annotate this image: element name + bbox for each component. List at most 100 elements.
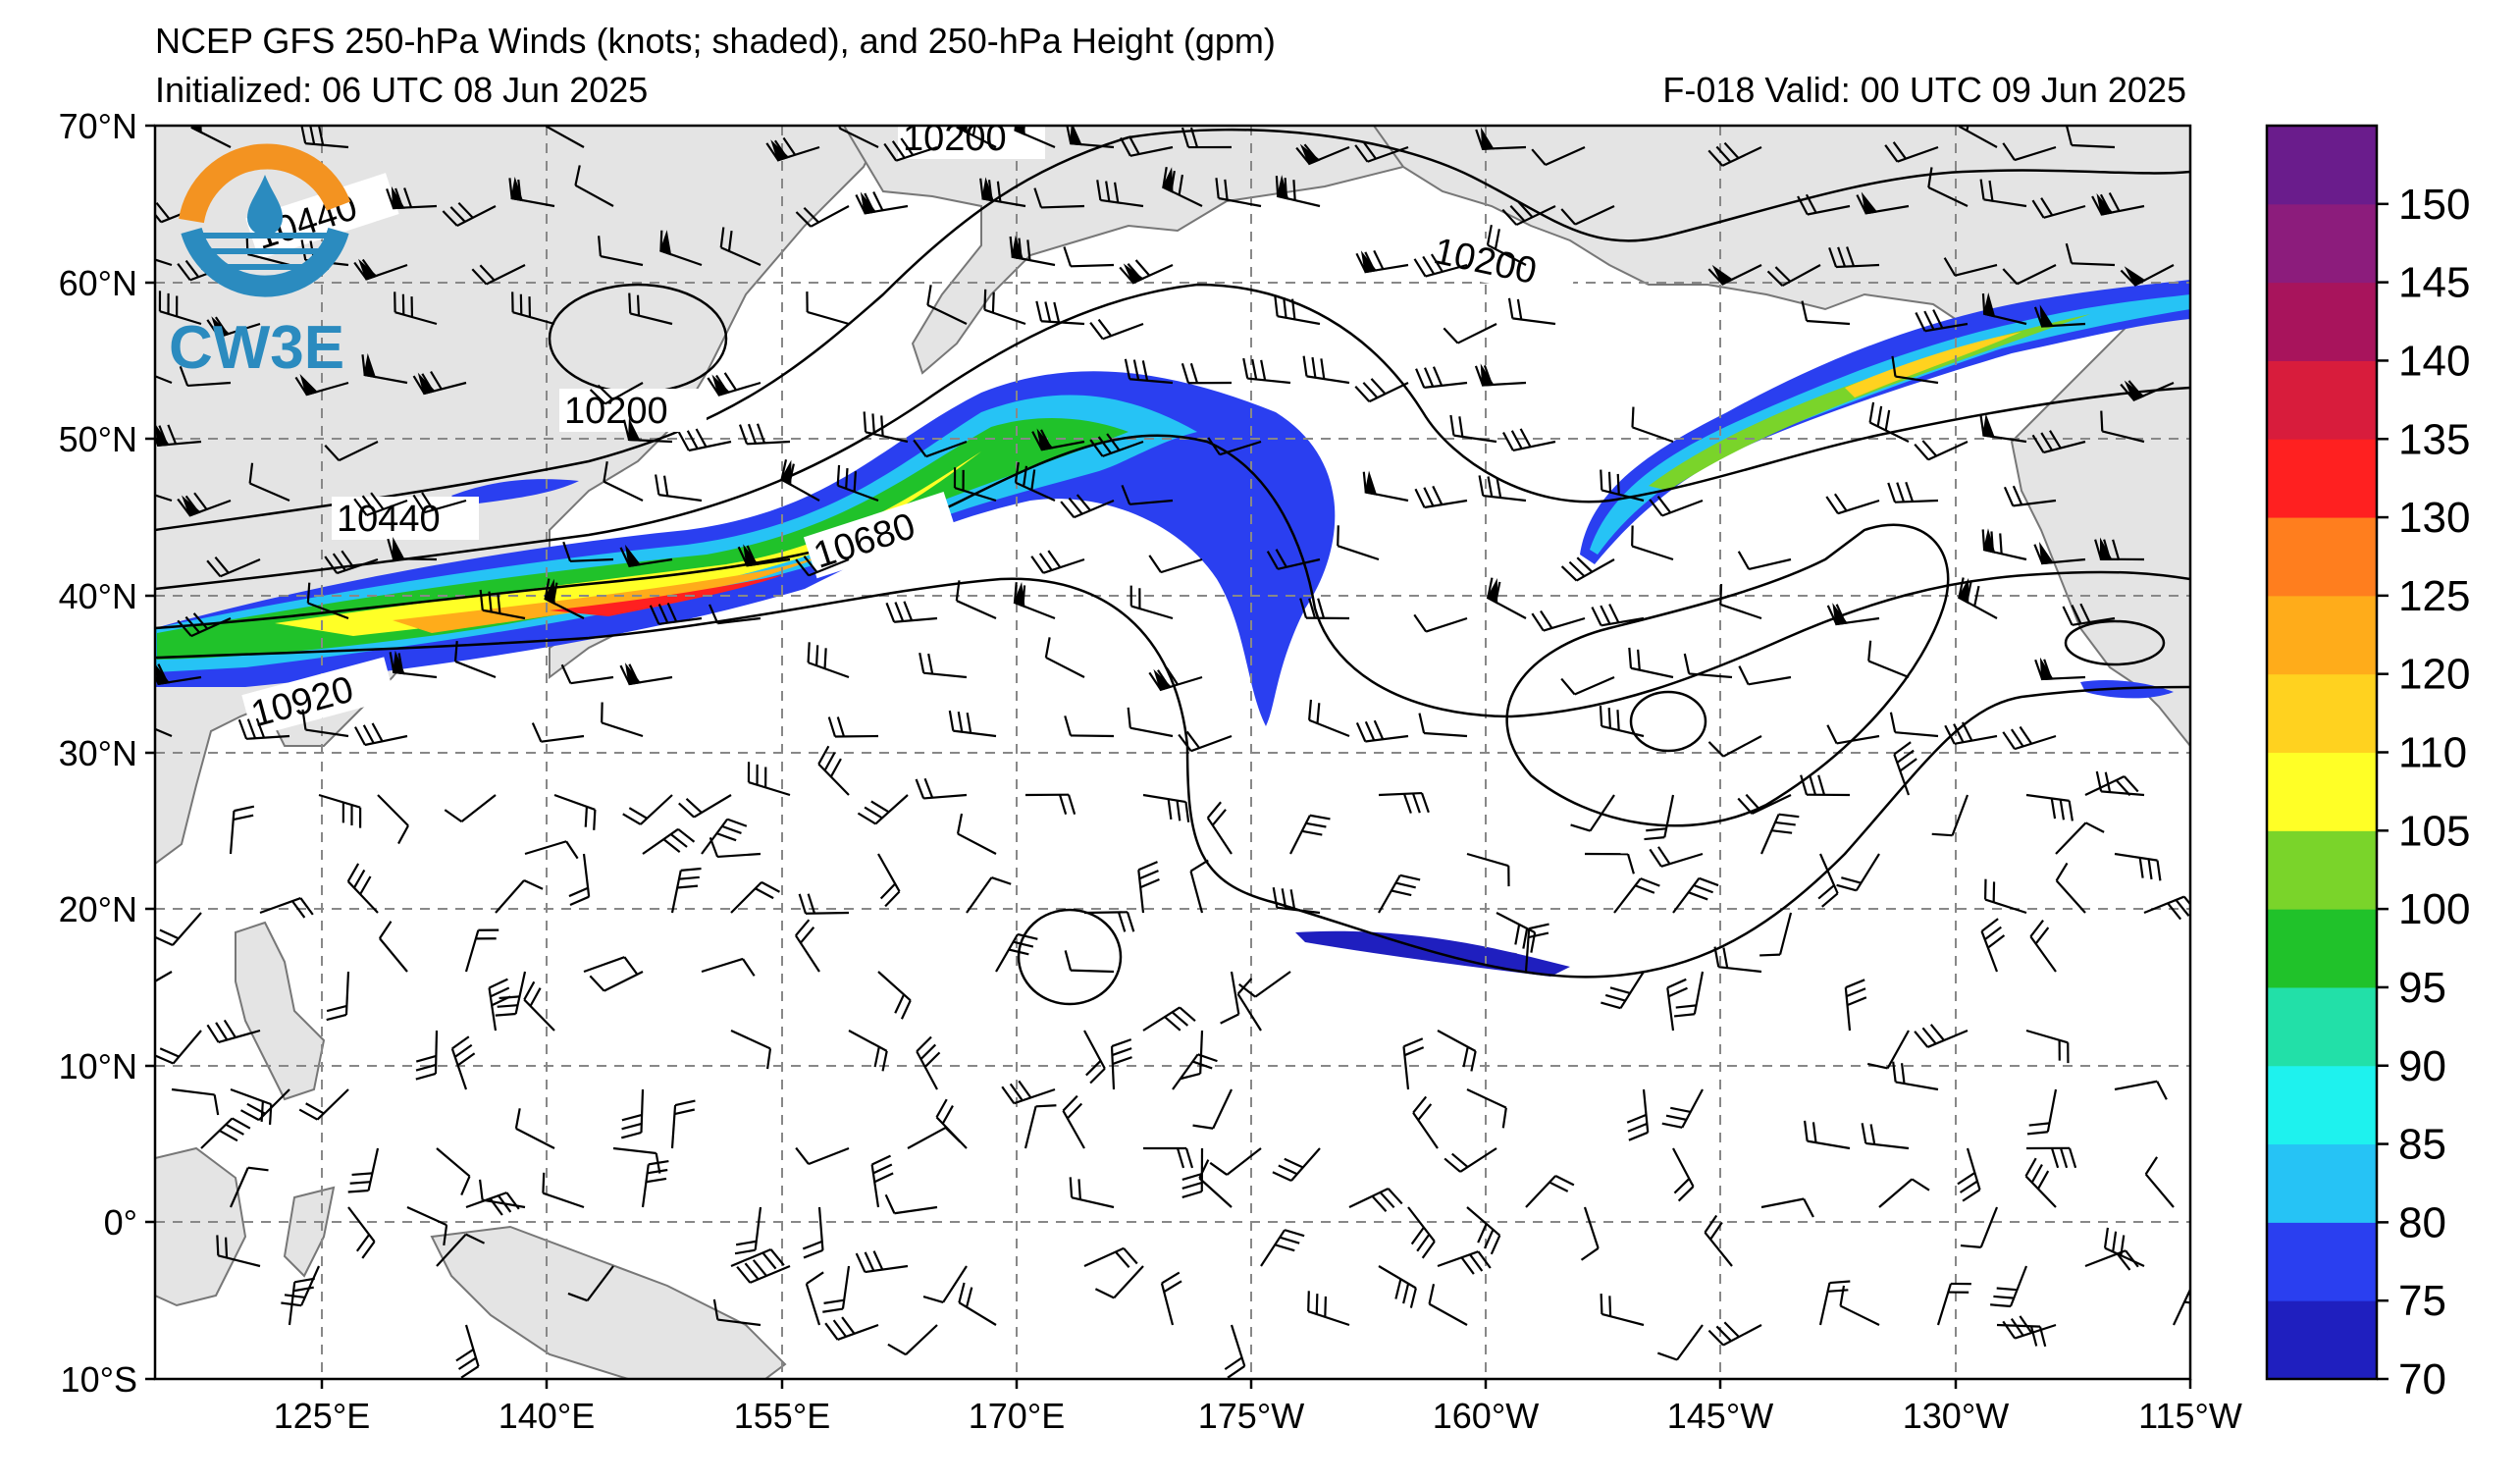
wind-barb [1486,224,1527,266]
borneo-land [155,1146,247,1307]
wind-barb [301,709,349,738]
wind-barb [1531,609,1586,632]
wind-barb [415,1030,439,1081]
wind-barb [979,177,1026,208]
wind-barb [453,641,497,679]
wind-barb [621,1088,645,1139]
wind-barb [206,1019,261,1044]
wind-barb [1683,653,1733,679]
colorbar-segment [2267,203,2377,284]
wind-barb [701,957,756,977]
lat-label: 10°N [59,1046,137,1086]
wind-barb [738,423,791,446]
wind-barb [1631,525,1674,561]
wind-barb [1124,358,1174,385]
wind-barb [1412,1095,1439,1149]
wind-barb [478,1179,526,1209]
colorbar-label: 70 [2398,1355,2446,1404]
wind-barb [1817,853,1839,908]
wind-barb [1836,853,1880,892]
wind-barb [353,258,408,281]
kamchatka-land [842,126,1474,375]
wind-barb [544,578,585,619]
wind-barb [2120,380,2175,401]
wind-barb [2029,920,2057,973]
wind-barb [1260,1229,1305,1267]
wind-barb [641,1159,669,1208]
wind-barb [412,492,467,514]
wind-barb [1355,249,1409,274]
wind-barb [1120,135,1174,157]
lat-label: 40°N [59,576,137,616]
lon-label: 140°E [499,1396,595,1436]
wind-barb [1302,355,1350,385]
wind-barb [1943,257,1998,277]
wind-barb [805,1271,824,1326]
wind-barb [1066,126,1115,149]
wind-barb [1839,1285,1880,1326]
wind-barb [642,827,696,855]
wind-barb [1889,712,1939,738]
wind-barb [747,762,791,797]
latitude-labels: 70°N 60°N 50°N 40°N 30°N 20°N 10°N 0° 10… [59,106,137,1400]
wind-barb [655,474,703,503]
wind-barb [1378,791,1430,814]
wind-barb [1600,469,1645,503]
wind-barb [1661,1088,1704,1129]
lat-label: 30°N [59,733,137,773]
wind-barb [471,264,526,286]
wind-barb [1584,852,1635,874]
wind-barb [2002,142,2057,162]
wind-barb [542,1172,585,1209]
wind-barb [1990,1265,2028,1308]
wind-barb [394,291,438,326]
wind-barb [155,663,202,686]
contour-line [1505,523,1950,827]
wind-barb [1142,1146,1194,1169]
wind-barb [1502,428,1556,452]
wind-barb [1825,493,1880,515]
wind-barb [1242,357,1291,385]
wind-barb [1024,1104,1057,1149]
wind-barb [622,794,673,825]
wind-barb [1801,300,1851,326]
wind-barb [1474,363,1527,387]
wind-barb [412,371,467,396]
wind-barb [179,366,232,388]
wind-barb [171,1087,220,1116]
wind-barb [1060,494,1115,519]
wind-barb [177,492,232,517]
colorbar-segment [2267,517,2377,597]
wind-barb [2025,1146,2077,1169]
wind-barb [1478,475,1527,503]
wind-barb [560,663,614,685]
wind-barb [1064,715,1115,738]
wind-barb [524,840,579,860]
wind-barb [574,165,614,207]
wind-barb [659,230,703,267]
wind-barb [1944,721,1998,745]
wind-barb [1089,318,1144,341]
wind-barb [1428,1284,1468,1326]
jet-east-110kt [1845,332,2021,397]
colorbar-segment [2267,1143,2377,1223]
wind-barb [2025,1029,2070,1064]
wind-barb [628,292,673,326]
colorbar-segment [2267,439,2377,518]
wind-barb [1915,309,1969,333]
water-drop-logo-icon [247,175,283,236]
colorbar-segment [2267,360,2377,440]
wind-barb [887,1324,938,1356]
wind-barb [2034,657,2086,681]
wind-barb [2002,725,2057,751]
wind-barb [1613,877,1660,914]
wind-barb [956,813,997,855]
colorbar-label: 140 [2398,337,2470,385]
wind-barb [883,137,938,162]
lon-label: 160°W [1433,1396,1539,1436]
wind-barb [1181,127,1233,149]
wind-barb [508,177,555,208]
wind-barb [155,494,173,503]
wind-barb [1083,911,1135,932]
wind-barb [1127,707,1174,738]
